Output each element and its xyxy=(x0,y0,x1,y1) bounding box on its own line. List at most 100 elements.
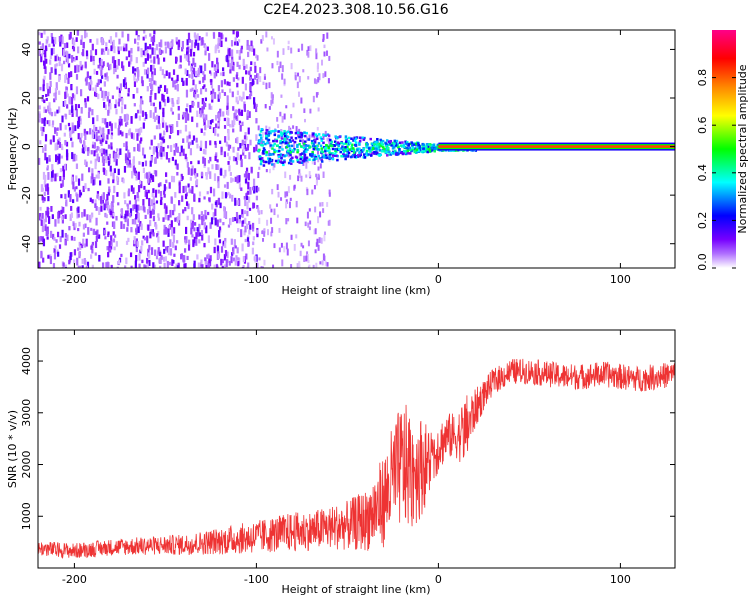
spectrogram-cell xyxy=(200,211,204,215)
spectrogram-cell xyxy=(106,96,109,102)
spectrogram-cell xyxy=(237,77,240,81)
spectrogram-cell xyxy=(176,146,179,153)
spectrogram-cell xyxy=(62,262,65,267)
spectrogram-cell xyxy=(153,264,157,268)
spectrogram-cell xyxy=(188,38,192,43)
spectrogram-cell xyxy=(108,189,111,193)
spectrogram-cell xyxy=(49,256,53,265)
spectrogram-cell xyxy=(359,153,363,157)
spectrogram-cell xyxy=(149,110,152,118)
spectrogram-cell xyxy=(173,80,176,85)
spectrogram-cell xyxy=(267,130,271,134)
spectrogram-cell xyxy=(46,183,49,192)
spectrogram-cell xyxy=(92,87,95,91)
spectrogram-cell xyxy=(186,70,189,77)
spectrogram-cell xyxy=(152,35,156,43)
spectrogram-cell xyxy=(88,82,91,90)
spectrogram-cell xyxy=(204,259,207,265)
spectrogram-cell xyxy=(307,76,310,80)
spectrogram-cell xyxy=(248,207,252,211)
spectrogram-cell xyxy=(246,201,249,210)
spectrogram-cell xyxy=(306,136,309,142)
spectrogram-cell xyxy=(249,66,252,72)
spectrogram-cell xyxy=(306,156,309,164)
spectrogram-cell xyxy=(208,70,212,74)
spectrogram-cell xyxy=(223,210,226,218)
spectrogram-cell xyxy=(257,155,260,161)
spectrogram-cell xyxy=(168,182,171,189)
spectrogram-cell xyxy=(287,40,290,45)
spectrogram-cell xyxy=(320,147,324,150)
spectrogram-cell xyxy=(279,111,282,117)
spectrogram-cell xyxy=(246,44,249,50)
spectrogram-cell xyxy=(205,172,209,177)
spectrogram-cell xyxy=(83,243,87,248)
spectrogram-cell xyxy=(242,58,245,67)
spectrogram-cell xyxy=(422,145,425,148)
spectrogram-cell xyxy=(232,30,235,35)
spectrogram-cell xyxy=(103,101,106,108)
spectrogram-cell xyxy=(106,201,109,206)
spectrogram-cell xyxy=(42,127,45,133)
spectrogram-cell xyxy=(307,240,310,247)
spectrogram-cell xyxy=(89,160,93,164)
spectrogram-cell xyxy=(203,74,206,81)
spectrogram-cell xyxy=(107,129,110,135)
spectrogram-cell xyxy=(304,150,308,153)
spectrogram-cell xyxy=(50,32,53,38)
spectrogram-cell xyxy=(154,189,158,198)
spectrogram-cell xyxy=(178,65,181,69)
spectrogram-cell xyxy=(317,154,320,158)
spectrogram-cell xyxy=(258,133,262,137)
spectrogram-cell xyxy=(248,111,251,118)
spectrogram-cell xyxy=(211,61,214,68)
spectrogram-cell xyxy=(414,150,417,153)
spectrogram-cell xyxy=(87,187,90,192)
spectrogram-cell xyxy=(237,147,240,151)
spectrogram-cell xyxy=(52,135,55,143)
spectrogram-cell xyxy=(110,239,113,247)
spectrogram-cell xyxy=(192,67,196,74)
spectrogram-cell xyxy=(316,62,319,70)
spectrogram-cell xyxy=(214,140,217,145)
spectrogram-cell xyxy=(224,169,227,177)
spectrogram-cell xyxy=(276,60,279,66)
spectrogram-cell xyxy=(73,58,76,62)
spectrogram-cell xyxy=(123,142,126,148)
spectrogram-cell xyxy=(410,141,413,144)
spectrogram-cell xyxy=(160,141,163,147)
spectrogram-cell xyxy=(181,176,184,180)
spectrogram-cell xyxy=(162,94,165,103)
spectrogram-cell xyxy=(206,254,209,259)
spectrogram-cell xyxy=(214,123,218,128)
spectrogram-cell xyxy=(313,154,317,157)
spectrogram-cell xyxy=(278,66,281,73)
spectrogram-cell xyxy=(319,211,322,218)
spectrogram-cell xyxy=(136,133,139,141)
spectrogram-cell xyxy=(94,252,97,256)
spectrogram-cell xyxy=(303,108,306,113)
spectrogram-cell xyxy=(172,80,175,88)
spectrogram-cell xyxy=(107,109,110,116)
spectrogram-cell xyxy=(306,148,309,151)
spectrogram-cell xyxy=(187,142,191,149)
spectrogram-cell xyxy=(146,235,149,244)
spectrogram-cell xyxy=(61,266,64,268)
spectrogram-cell xyxy=(238,95,241,101)
spectrogram-cell xyxy=(105,155,108,164)
spectrogram-cell xyxy=(38,111,41,115)
spectrogram-cell xyxy=(223,184,227,188)
spectrogram-cell xyxy=(290,136,293,139)
spectrogram-cell xyxy=(45,58,48,64)
spectrogram-cell xyxy=(230,59,233,68)
spectrogram-cell xyxy=(213,246,216,254)
spectrogram-cell xyxy=(224,241,227,249)
spectrogram-cell xyxy=(108,64,111,71)
spectrogram-cell xyxy=(313,185,316,190)
spectrogram-cell xyxy=(226,81,229,86)
spectrogram-cell xyxy=(159,182,162,187)
spectrogram-cell xyxy=(184,193,188,200)
spectrogram-cell xyxy=(66,42,69,48)
spectrogram-cell xyxy=(276,214,279,218)
spectrogram-cell xyxy=(236,175,239,184)
